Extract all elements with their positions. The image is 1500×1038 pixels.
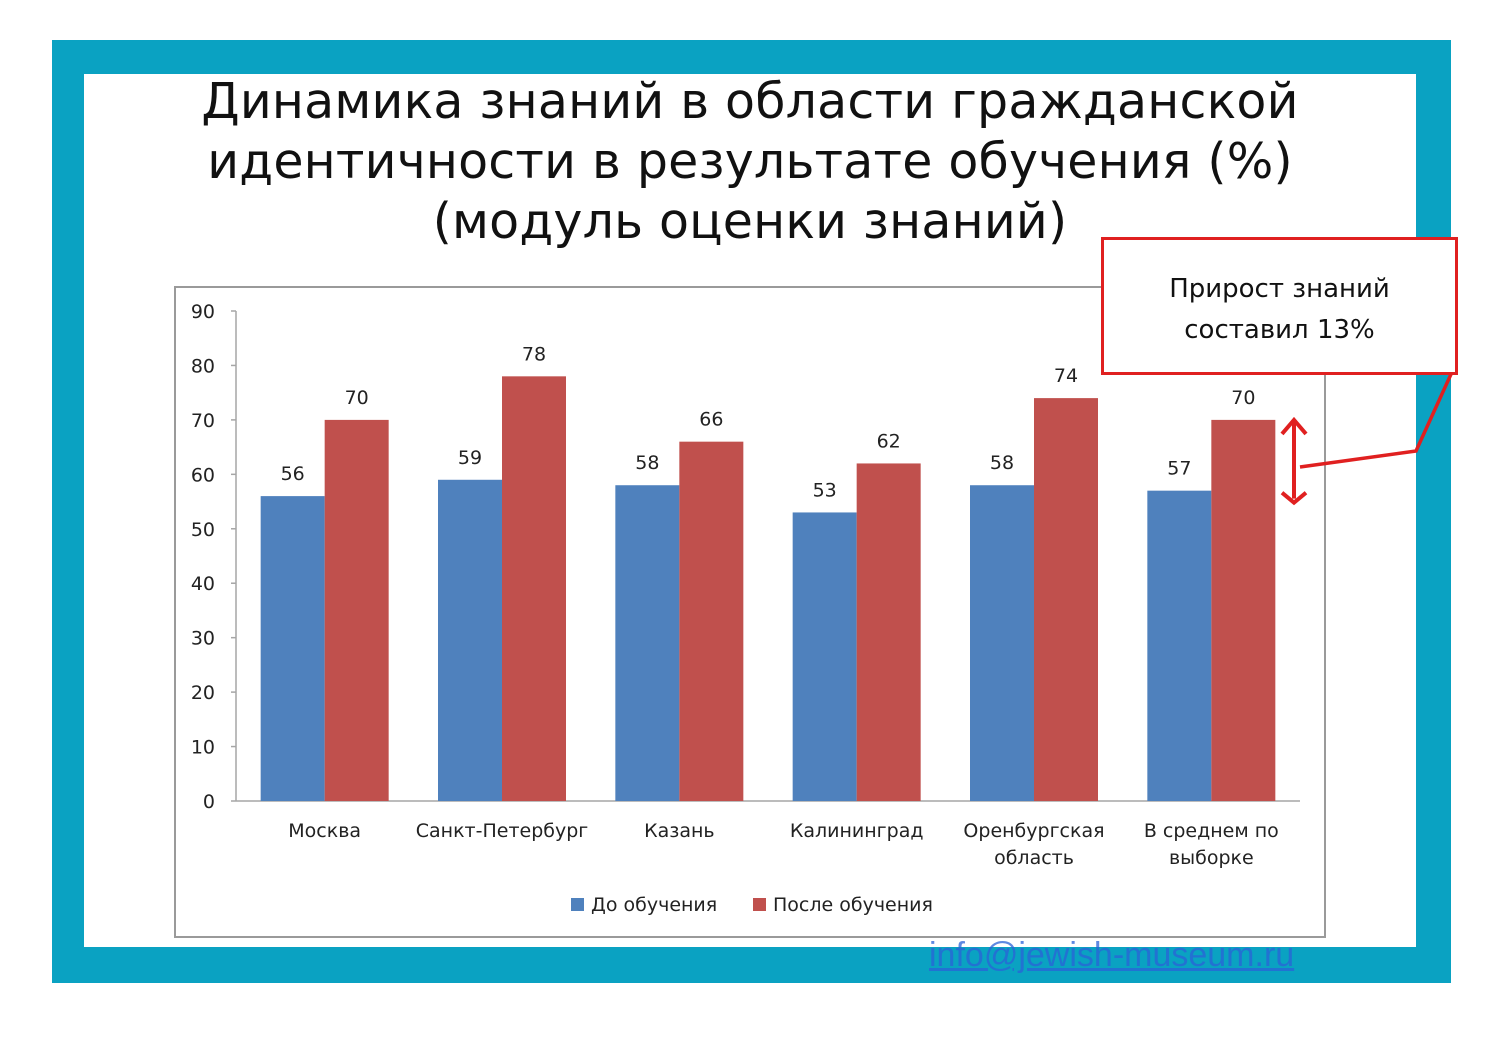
data-label-after: 74 xyxy=(1054,365,1078,387)
bar-after xyxy=(856,463,921,801)
legend-swatch xyxy=(571,898,584,911)
bar-after xyxy=(679,441,744,801)
bar-before xyxy=(970,485,1034,801)
data-label-before: 53 xyxy=(813,479,837,501)
data-label-before: 56 xyxy=(281,463,305,485)
growth-arrow-head-up xyxy=(1280,416,1308,436)
data-label-after: 62 xyxy=(877,430,901,452)
bar-before xyxy=(792,512,857,801)
y-tick-label: 50 xyxy=(191,519,215,541)
bar-before xyxy=(438,479,502,801)
bar-after xyxy=(1211,419,1276,801)
title-line-1: Динамика знаний в области гражданской xyxy=(201,73,1299,130)
x-category-label: Казань xyxy=(644,820,715,842)
callout-line-2: составил 13% xyxy=(1184,315,1375,345)
callout-connector-line xyxy=(1299,371,1454,469)
y-tick-label: 20 xyxy=(191,682,215,704)
y-tick-label: 80 xyxy=(191,355,215,377)
y-tick-label: 10 xyxy=(191,737,215,759)
bar-after xyxy=(1034,398,1098,801)
x-category-label: Санкт-Петербург xyxy=(416,820,589,842)
growth-callout: Прирост знаний составил 13% xyxy=(1101,237,1458,375)
legend-label: После обучения xyxy=(773,894,933,916)
x-category-label: выборке xyxy=(1169,847,1254,869)
legend-swatch xyxy=(753,898,766,911)
slide-title: Динамика знаний в области гражданской ид… xyxy=(84,72,1416,252)
title-line-3: (модуль оценки знаний) xyxy=(432,193,1068,250)
bar-before xyxy=(1147,490,1212,801)
bar-after xyxy=(324,419,389,801)
data-label-after: 66 xyxy=(699,409,723,431)
x-category-label: Оренбургская xyxy=(963,820,1104,842)
bar-before xyxy=(615,485,680,801)
x-category-label: В среднем по xyxy=(1144,820,1279,842)
data-label-before: 57 xyxy=(1167,458,1191,480)
data-label-after: 70 xyxy=(345,387,369,409)
y-tick-label: 70 xyxy=(191,410,215,432)
x-category-label: область xyxy=(994,847,1074,869)
data-label-after: 70 xyxy=(1231,387,1255,409)
y-tick-label: 40 xyxy=(191,573,215,595)
contact-email-link[interactable]: info@jewish-museum.ru xyxy=(929,936,1295,974)
bar-before xyxy=(260,496,325,801)
legend-label: До обучения xyxy=(591,894,717,916)
x-category-label: Калининград xyxy=(790,820,924,842)
x-category-label: Москва xyxy=(288,820,361,842)
data-label-after: 78 xyxy=(522,343,546,365)
data-label-before: 59 xyxy=(458,447,482,469)
growth-arrow-head-down xyxy=(1280,491,1308,506)
data-label-before: 58 xyxy=(990,452,1014,474)
title-line-2: идентичности в результате обучения (%) xyxy=(207,133,1293,190)
y-tick-label: 90 xyxy=(191,301,215,323)
y-tick-label: 0 xyxy=(203,791,215,813)
y-tick-label: 30 xyxy=(191,628,215,650)
data-label-before: 58 xyxy=(635,452,659,474)
callout-line-1: Прирост знаний xyxy=(1169,274,1390,304)
bar-after xyxy=(502,376,566,801)
y-tick-label: 60 xyxy=(191,464,215,486)
